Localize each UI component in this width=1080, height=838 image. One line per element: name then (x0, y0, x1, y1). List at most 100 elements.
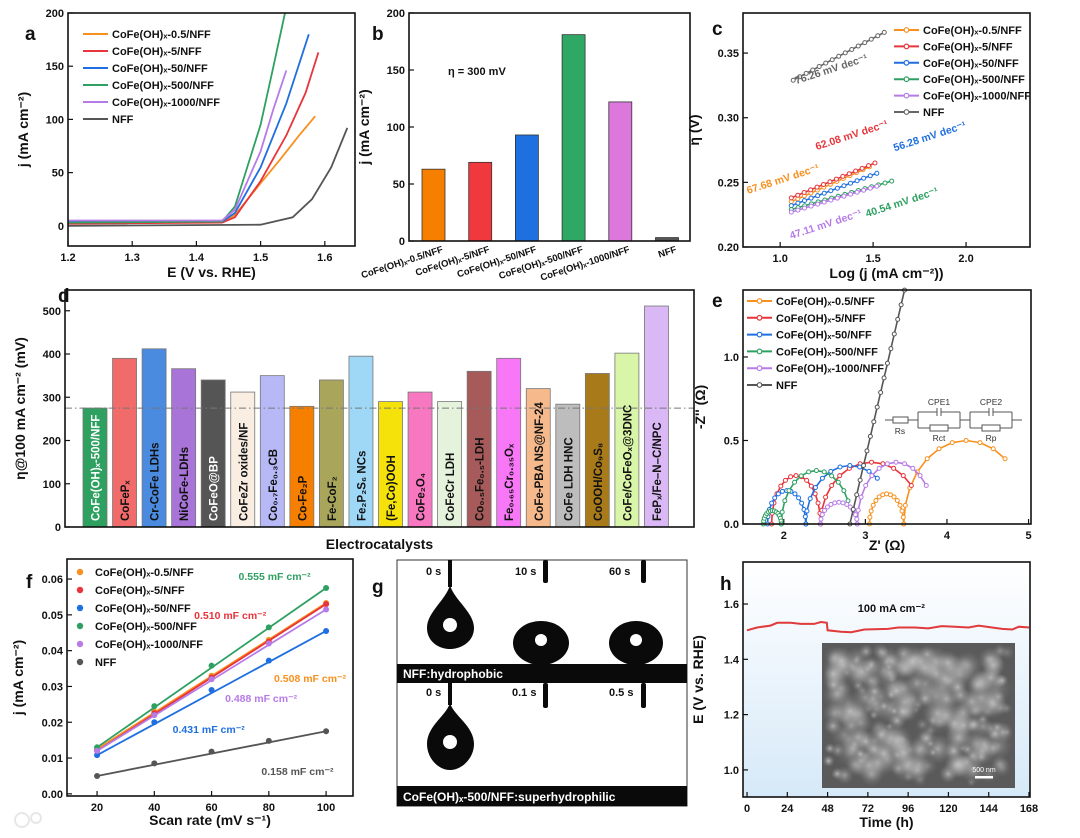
x-tick-label: 144 (980, 803, 999, 815)
scale-bar (975, 776, 993, 779)
time-label: 0 s (426, 566, 441, 578)
data-point (829, 57, 835, 63)
legend-marker (903, 109, 910, 115)
data-point (822, 507, 828, 513)
y-tick-label: 0.05 (42, 610, 63, 622)
sem-particle (928, 748, 937, 757)
cdl-label: 0.508 mF cm⁻² (274, 673, 347, 685)
data-point (829, 482, 835, 488)
data-point (898, 302, 904, 308)
data-point (151, 760, 158, 767)
data-point (854, 178, 860, 184)
watermark-circle (14, 812, 30, 828)
x-axis-title: Z' (Ω) (869, 537, 905, 553)
panel-label-e: e (712, 291, 723, 312)
bar-category-label: CoFe-PBA NS@NF-24 (534, 402, 546, 521)
panel-a-lsv-chart: 1.2 1.3 1.4 1.5 1.6 0 50 100 150 200 E (V vs. RHE)… (15, 8, 356, 280)
data-point (795, 200, 801, 206)
data-point (936, 446, 942, 452)
data-point (810, 67, 816, 73)
nff-hydrophobic-label: NFF:hydrophobic (403, 667, 503, 681)
legend-item: CoFe(OH)ₓ-1000/NFF (83, 97, 220, 109)
legend-item: CoFe(OH)ₓ-1000/NFF (894, 91, 1031, 103)
tafel-slope-label: 62.08 mV dec⁻¹ (814, 118, 890, 153)
data-point (151, 703, 158, 710)
needle (448, 560, 452, 587)
sem-image-inset: 500 nm (822, 643, 1015, 788)
y-tick-label: 150 (387, 65, 405, 77)
x-tick-label: 40 (148, 802, 160, 814)
legend-label: CoFe(OH)ₓ-50/NFF (923, 58, 1019, 70)
data-point (788, 195, 794, 201)
data-point (871, 419, 877, 425)
data-point (872, 160, 878, 166)
cdl-label: 0.510 mF cm⁻² (194, 610, 267, 622)
legend-label: CoFe(OH)ₓ-5/NFF (776, 313, 866, 325)
data-point (807, 496, 813, 502)
legend-marker (76, 658, 84, 666)
data-point (899, 508, 905, 514)
bar-category-label: Fe₀.₆₅Cr₀.₃₅Oₓ (504, 443, 516, 521)
y-axis-title: j (mA cm⁻²) (356, 89, 372, 165)
y-tick-label: 1.2 (724, 710, 739, 722)
data-point (828, 188, 834, 194)
bar-category-label: (Fe,Co)OOH (386, 455, 398, 521)
scale-bar-label: 500 nm (972, 767, 996, 774)
data-point (863, 482, 869, 488)
y-tick-label: 500 (43, 306, 61, 318)
data-point (874, 183, 880, 189)
data-point (846, 171, 852, 177)
x-tick-label: 1.5 (865, 253, 880, 265)
time-label: 10 s (515, 566, 536, 578)
y-tick-label: 100 (46, 114, 64, 126)
bar-category-label: Co-Fe₂P (297, 475, 309, 521)
data-point (265, 624, 272, 631)
legend-label: CoFe(OH)ₓ-5/NFF (112, 46, 202, 58)
data-point (902, 502, 908, 508)
legend-marker (756, 314, 763, 321)
y-tick-label: 0.35 (718, 48, 739, 60)
sem-particle (981, 653, 1005, 678)
data-point (848, 180, 854, 186)
legend-label: CoFe(OH)ₓ-500/NFF (923, 74, 1025, 86)
data-point (821, 181, 827, 187)
sem-particle (976, 712, 989, 726)
fit-line (96, 630, 327, 756)
bar (407, 391, 433, 528)
sem-particle (991, 689, 1006, 704)
data-point (861, 187, 867, 193)
legend-marker (756, 382, 763, 388)
data-point (832, 500, 838, 506)
panel-g-contact-angle-photo: NFF:hydrophobic CoFe(OH)ₓ-500/NFF:superh… (372, 559, 688, 807)
circuit-label-rp: Rp (986, 433, 997, 443)
data-point (888, 346, 894, 352)
y-tick-label: 50 (393, 179, 405, 191)
x-tick-label: 1.2 (60, 252, 75, 264)
data-point (323, 584, 330, 591)
data-point (881, 375, 887, 381)
data-point (852, 512, 858, 518)
sem-particle (957, 743, 968, 754)
data-point (808, 187, 814, 193)
legend-marker (903, 92, 910, 99)
watermark-logo (14, 812, 42, 828)
x-tick-label: 1.3 (125, 252, 140, 264)
y-tick-label: 0.01 (42, 753, 63, 765)
cdl-label: 0.555 mF cm⁻² (239, 571, 312, 583)
bar-category-label: CoFePₓ (120, 480, 132, 521)
panel-h-stability-chart: 0 24 48 72 96 120 144 168 1.0 1.2 1.4 1.6 Time (h) E … (690, 561, 1038, 830)
bar (555, 403, 581, 528)
data-point (819, 475, 825, 481)
x-tick-label: 48 (821, 803, 833, 815)
plot-frame (408, 12, 691, 242)
data-point (867, 433, 873, 439)
legend-item: CoFe(OH)ₓ-500/NFF (83, 80, 214, 92)
bar-category-label: Cr-CoFe LDHs (150, 442, 162, 521)
legend-marker (903, 43, 910, 50)
data-point (884, 461, 890, 467)
data-point (836, 53, 842, 59)
y-tick-label: 150 (46, 61, 64, 73)
legend-item: CoFe(OH)ₓ-500/NFF (894, 74, 1025, 86)
data-point (874, 170, 880, 176)
legend-label: CoFe(OH)ₓ-0.5/NFF (95, 567, 194, 579)
